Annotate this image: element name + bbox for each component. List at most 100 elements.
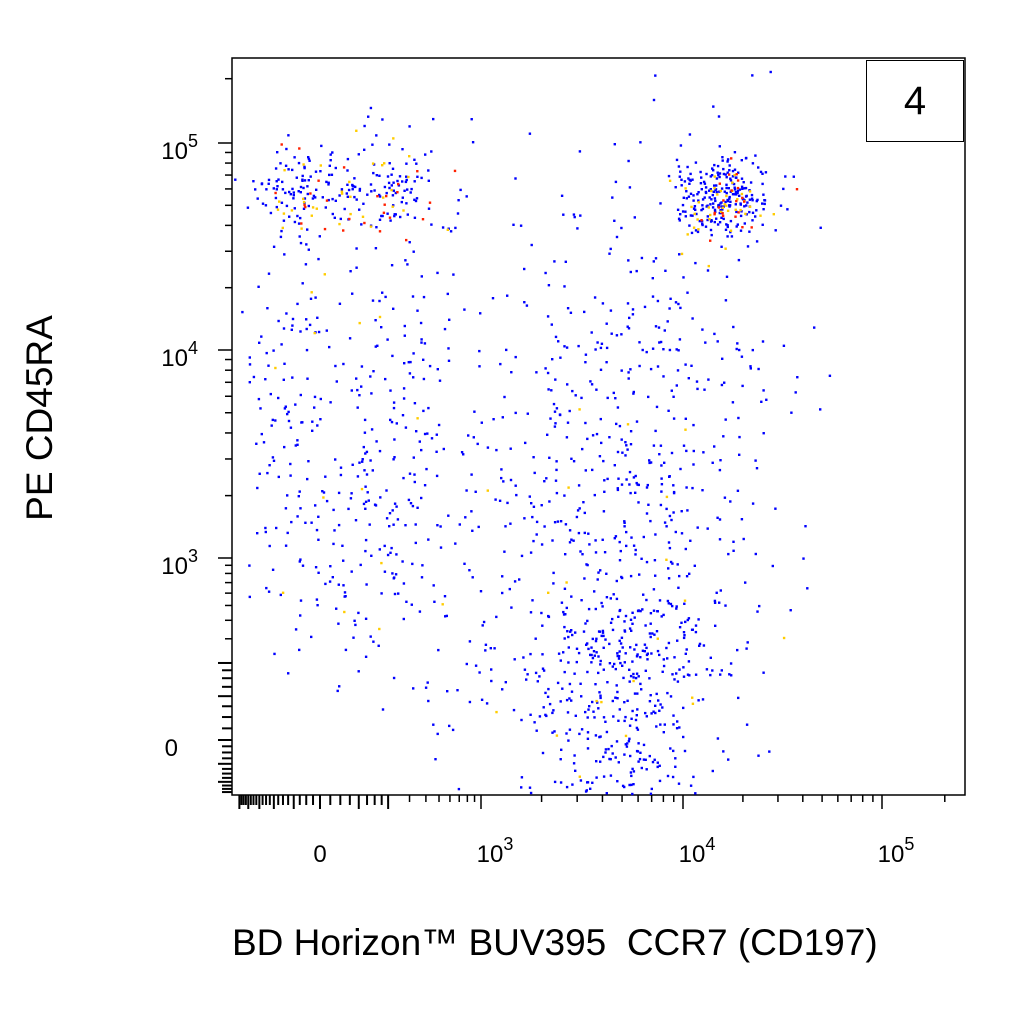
event-dot [731, 401, 735, 404]
event-dot [659, 723, 662, 726]
event-dot [404, 180, 408, 184]
event-dot [586, 731, 590, 734]
event-dot [303, 197, 307, 200]
event-dot [718, 538, 722, 541]
event-dot [313, 331, 316, 335]
event-dot [718, 145, 721, 148]
event-dot [346, 169, 349, 172]
event-dot [402, 617, 405, 621]
event-dot [741, 187, 744, 190]
event-dot [386, 553, 390, 557]
event-dot [675, 158, 679, 162]
event-dot [750, 193, 754, 197]
event-dot [258, 472, 261, 475]
event-dot [481, 624, 484, 627]
event-dot [656, 761, 659, 764]
event-dot [276, 185, 279, 188]
event-dot [617, 477, 620, 480]
event-dot [468, 640, 472, 643]
event-dot [287, 134, 290, 137]
event-dot [686, 509, 689, 512]
event-dot [501, 416, 504, 419]
event-dot [718, 518, 722, 521]
event-dot [486, 489, 489, 492]
event-dot [662, 664, 666, 668]
event-dot [580, 695, 583, 698]
event-dot [538, 715, 542, 718]
event-dot [351, 292, 354, 295]
event-dot [322, 496, 325, 499]
event-dot [388, 143, 391, 146]
event-dot [325, 180, 328, 184]
event-dot [749, 367, 752, 370]
event-dot [659, 202, 662, 205]
event-dot [522, 656, 525, 659]
event-dot [632, 783, 635, 786]
event-dot [733, 168, 737, 171]
event-dot [424, 153, 427, 156]
event-dot [655, 725, 658, 728]
event-dot [435, 474, 439, 478]
event-dot [674, 186, 677, 189]
x-axis: 0 103 104 105 [238, 795, 946, 868]
event-dot [341, 544, 344, 547]
event-dot [771, 564, 774, 568]
event-dot [701, 207, 705, 211]
event-dot [673, 678, 676, 681]
event-dot [576, 227, 579, 230]
event-dot [457, 199, 460, 202]
event-dot [729, 229, 733, 232]
event-dot [586, 737, 590, 740]
event-dot [345, 192, 348, 195]
event-dot [355, 198, 358, 201]
event-dot [548, 500, 551, 503]
event-dot [565, 732, 568, 735]
event-dot [273, 652, 276, 656]
event-dot [364, 655, 368, 658]
event-dot [624, 614, 628, 618]
event-dot [751, 211, 755, 214]
event-dot [523, 267, 526, 271]
event-dot [686, 673, 690, 676]
event-dot [563, 625, 566, 629]
event-dot [414, 541, 417, 545]
event-dot [402, 397, 406, 400]
event-dot [732, 549, 735, 552]
event-dot [628, 724, 632, 727]
event-dot [702, 644, 706, 647]
event-dot [334, 199, 337, 202]
event-dot [405, 178, 408, 182]
event-dot [380, 592, 383, 595]
event-dot [520, 554, 524, 558]
event-dot [375, 134, 378, 137]
event-dot [632, 770, 636, 773]
event-dot [535, 371, 538, 374]
event-dot [687, 660, 691, 663]
event-dot [281, 188, 285, 191]
event-dot [731, 193, 735, 196]
event-dot [656, 649, 660, 653]
event-dot [678, 626, 682, 629]
event-dot [369, 635, 372, 638]
event-dot [622, 676, 625, 680]
event-dot [558, 413, 562, 416]
event-dot [703, 388, 706, 391]
event-dot [677, 782, 681, 785]
event-dot [651, 277, 654, 280]
event-dot [705, 172, 708, 176]
event-dot [722, 435, 725, 438]
event-dot [696, 387, 699, 391]
event-dot [317, 179, 320, 182]
event-dot [570, 595, 573, 598]
event-dot [357, 611, 360, 615]
event-dot [414, 523, 417, 526]
event-dot [727, 187, 730, 190]
event-dot [532, 539, 535, 543]
event-dot [727, 758, 730, 761]
event-dot [708, 189, 711, 192]
event-dot [465, 662, 468, 666]
event-dot [390, 184, 393, 187]
event-dot [612, 715, 615, 718]
event-dot [605, 361, 608, 364]
event-dot [625, 478, 628, 481]
